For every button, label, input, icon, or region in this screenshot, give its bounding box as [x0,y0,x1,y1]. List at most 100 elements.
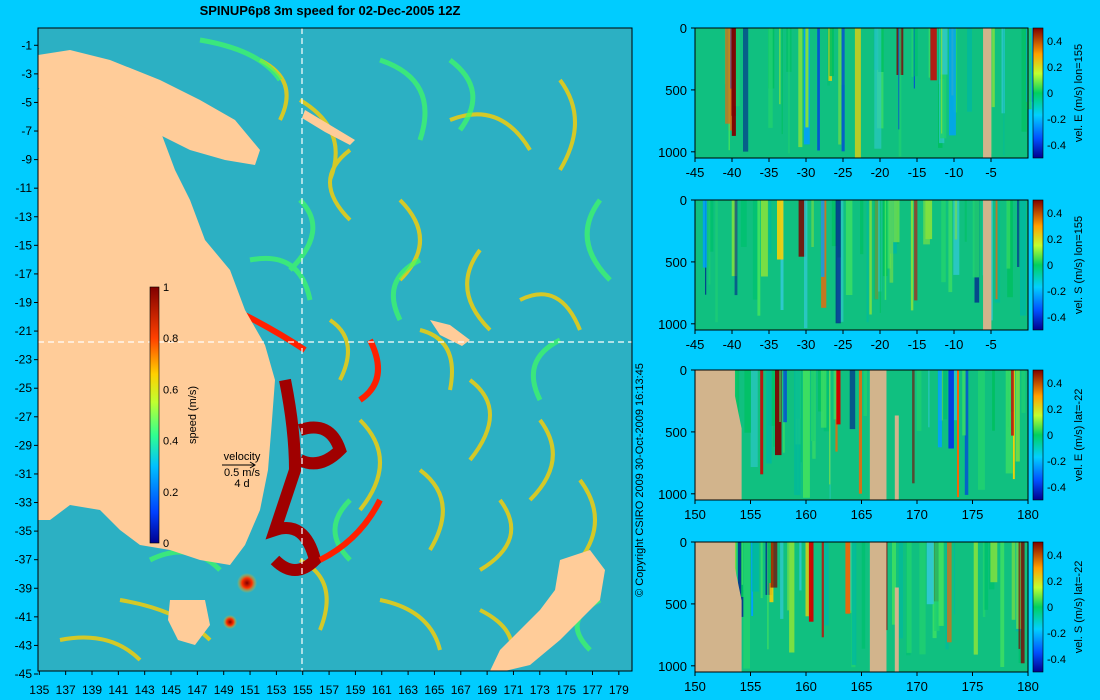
map-x-tick-label: 161 [372,683,392,697]
section-streak [884,200,887,300]
section-streak [780,542,784,619]
section-colorbar-tick-label: 0 [1047,602,1053,614]
section-colorbar [1032,369,1044,501]
section-y-tick-label: 500 [665,83,687,98]
section-streak [833,370,837,420]
velocity-legend-speed: 0.5 m/s [224,467,261,479]
map-x-tick-label: 141 [108,683,128,697]
section-panel: 150 155 160 165 170 175 180 0 500 1000 0.4 0.2 0 -0.2… [658,363,1085,522]
section-land [695,370,742,500]
map-y-tick-label: -11 [16,181,33,195]
section-x-tick-label: -5 [985,165,997,180]
section-streak [978,370,985,490]
section-land [869,542,887,672]
section-streak [1020,200,1027,316]
section-frame [694,27,1029,159]
map-y-tick-label: -9 [21,153,32,167]
section-streak [889,200,894,283]
map-y-tick-label: -35 [15,524,33,538]
map-x-tick-label: 169 [477,683,497,697]
section-x-tick-label: 160 [795,679,817,694]
section-streak [954,542,955,615]
section-streak [789,542,795,653]
section-streak [1003,28,1005,156]
section-colorbar-tick-label: 0.4 [1047,36,1062,48]
map-y-tick-label: -17 [15,267,33,281]
map-y-tick-label: -45 [15,667,33,681]
section-x-tick-label: 150 [684,679,706,694]
section-streak [752,200,759,300]
map-y-tick-label: -19 [15,295,33,309]
map-x-tick-label: 151 [240,683,260,697]
map-x-tick-label: 137 [56,683,76,697]
section-streak [779,28,781,105]
section-streak [838,28,842,145]
section-streak [1005,370,1013,474]
section-x-tick-label: 170 [906,679,928,694]
section-land [894,587,899,672]
section-streak [752,542,759,592]
section-colorbar [1032,27,1044,159]
map-y-tick-label: -39 [15,581,33,595]
section-streak [805,542,812,617]
map-x-tick-label: 173 [530,683,550,697]
section-streak [820,370,827,428]
section-streak [962,370,966,436]
section-x-tick-label: -35 [760,337,779,352]
section-colorbar-tick-label: -0.4 [1047,654,1066,666]
section-streak [940,28,948,75]
section-streak [811,370,815,441]
section-streak [731,28,736,136]
speed-colorbar-tick-label: 1 [163,282,169,294]
section-streak [761,200,768,277]
new-caledonia-land [430,320,470,346]
section-streak [738,542,745,617]
main-map [37,27,633,672]
section-streak [829,370,831,485]
eddy-streaks-green [148,37,612,652]
section-streak [940,28,947,139]
section-streak [941,28,943,134]
section-colorbar-tick-label: -0.2 [1047,456,1066,468]
section-streak [930,28,937,81]
section-y-tick-label: 1000 [658,487,687,502]
map-y-tick-label: -5 [21,95,32,109]
section-streak [990,542,998,583]
section-streak [984,542,989,610]
section-streak [804,200,808,329]
section-x-tick-label: -30 [797,165,816,180]
section-streak [892,542,896,625]
map-x-tick-label: 155 [293,683,313,697]
warm-core-eddy [223,615,237,629]
section-background [695,28,1028,158]
section-streak [757,200,761,316]
speed-colorbar-bar [149,286,160,544]
section-streak [803,370,810,498]
section-streak [992,370,995,431]
section-x-tick-label: 170 [906,507,928,522]
section-streak [873,200,878,300]
section-streak [733,28,740,107]
section-panel: -45 -40 -35 -30 -25 -20 -15 -10 -5 0 500 1000 0.4 0.2… [658,193,1085,352]
new-zealand-land [490,550,605,671]
section-streak [926,542,934,605]
section-streak [1018,542,1021,649]
section-streak [1026,28,1032,110]
section-colorbar-tick-label: 0 [1047,88,1053,100]
section-x-tick-label: -5 [985,337,997,352]
section-colorbar-tick-label: 0.2 [1047,234,1062,246]
map-x-tick-label: 153 [266,683,286,697]
section-streak [928,370,930,428]
section-x-tick-label: -15 [908,165,927,180]
speed-colorbar-tick-label: 0 [163,538,169,550]
map-x-tick-label: 167 [451,683,471,697]
section-x-tick-label: 150 [684,507,706,522]
section-streak [877,200,882,292]
speed-colorbar-tick-label: 0.6 [163,384,178,396]
section-streak [811,200,814,247]
section-streak [775,370,782,456]
section-y-tick-label: 1000 [658,317,687,332]
section-colorbar-tick-label: 0.4 [1047,550,1062,562]
map-x-tick-label: 139 [82,683,102,697]
section-streak [964,370,969,495]
